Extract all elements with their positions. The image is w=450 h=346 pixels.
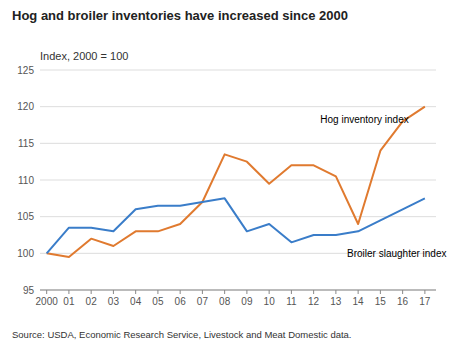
x-tick-label: 17 [419, 296, 431, 307]
x-tick [224, 290, 225, 294]
x-tick-label: 13 [330, 296, 342, 307]
y-tick-label: 105 [17, 211, 34, 222]
x-tick-label: 10 [264, 296, 276, 307]
annotation: Hog inventory index [320, 114, 408, 125]
grid-line [40, 70, 436, 71]
x-tick [358, 290, 359, 294]
lines [47, 107, 425, 257]
x-tick-label: 16 [397, 296, 409, 307]
x-tick [313, 290, 314, 294]
y-tick-label: 120 [17, 101, 34, 112]
x-tick [113, 290, 114, 294]
title: Hog and broiler inventories have increas… [12, 8, 348, 23]
x-tick [157, 290, 158, 294]
x-tick-label: 2000 [36, 296, 59, 307]
x-tick [202, 290, 203, 294]
series-line [47, 198, 425, 253]
x-tick-label: 07 [197, 296, 209, 307]
x-tick [180, 290, 181, 294]
chart: Hog and broiler inventories have increas… [0, 0, 450, 346]
x-tick [335, 290, 336, 294]
x-tick [91, 290, 92, 294]
y-tick-label: 125 [17, 65, 34, 76]
y-tick-label: 110 [18, 175, 34, 186]
x-tick-label: 12 [308, 296, 320, 307]
x-tick [135, 290, 136, 294]
x-tick-label: 05 [152, 296, 164, 307]
x-tick-label: 08 [219, 296, 231, 307]
x-tick [46, 290, 47, 294]
x-tick [380, 290, 381, 294]
x-tick [291, 290, 292, 294]
x-tick-label: 01 [63, 296, 75, 307]
x-tick [68, 290, 69, 294]
x-tick-label: 15 [375, 296, 387, 307]
x-tick-label: 04 [130, 296, 142, 307]
grid-line [40, 290, 436, 291]
x-axis-line [40, 290, 436, 291]
y-tick-label: 100 [17, 248, 34, 259]
x-tick [402, 290, 403, 294]
y-axis-label: Index, 2000 = 100 [40, 50, 128, 62]
grid-line [40, 180, 436, 181]
annotation: Broiler slaughter index [347, 248, 447, 259]
x-tick [246, 290, 247, 294]
x-tick-label: 06 [175, 296, 187, 307]
x-tick-label: 11 [286, 296, 297, 307]
source-note: Source: USDA, Economic Research Service,… [12, 329, 352, 340]
x-tick [424, 290, 425, 294]
grid-line [40, 106, 436, 107]
series-line [47, 107, 425, 257]
x-tick-label: 14 [353, 296, 365, 307]
x-tick [269, 290, 270, 294]
grid-line [40, 143, 436, 144]
y-tick-label: 95 [23, 285, 35, 296]
x-tick-label: 02 [86, 296, 98, 307]
y-tick-label: 115 [18, 138, 34, 149]
x-tick-label: 03 [108, 296, 120, 307]
x-tick-label: 09 [241, 296, 253, 307]
